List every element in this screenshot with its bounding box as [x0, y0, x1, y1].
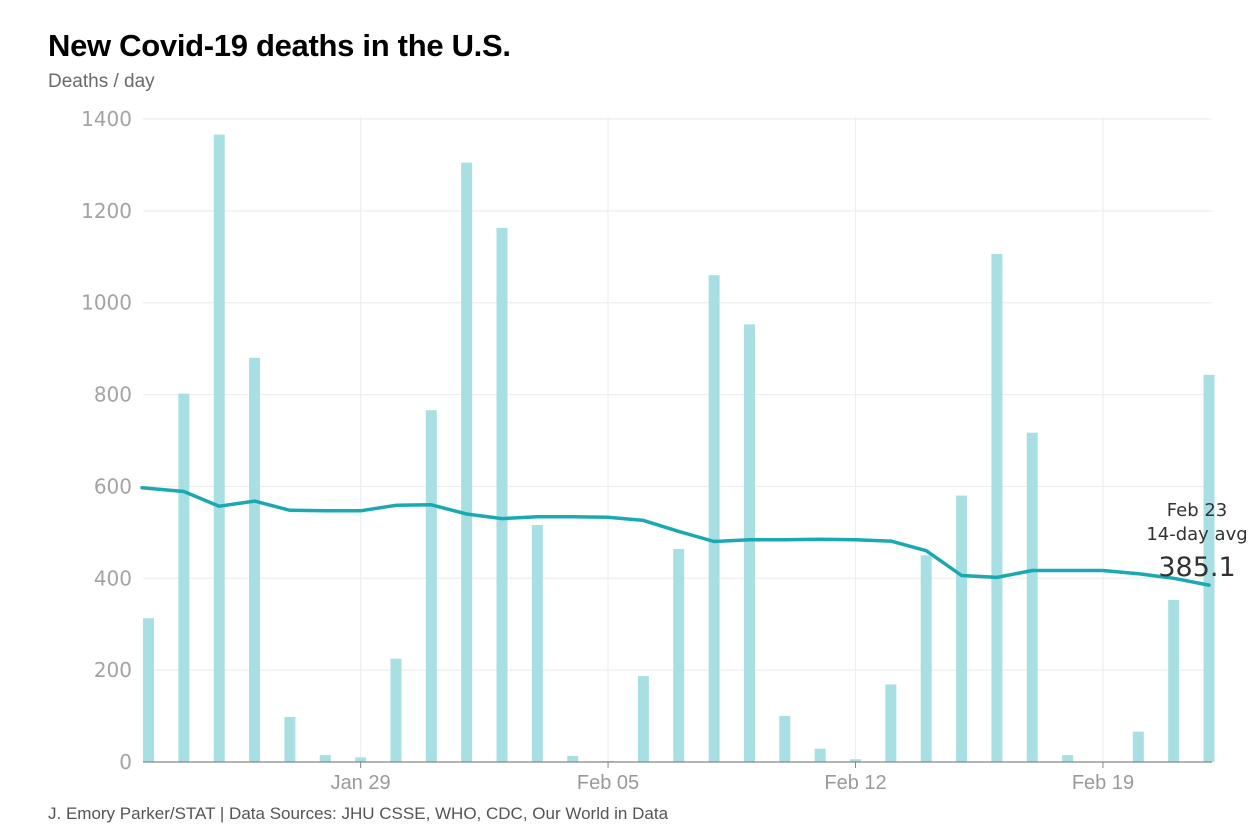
bar	[850, 759, 861, 762]
x-axis: Jan 29 Feb 05 Feb 12 Feb 19	[331, 762, 1134, 794]
bar	[355, 757, 367, 762]
y-tick-label: 0	[119, 750, 132, 774]
bar	[743, 324, 755, 762]
x-tick-label: Feb 12	[824, 772, 886, 794]
bar	[814, 748, 826, 762]
bar	[567, 756, 579, 762]
annotation-label: 14-day avg	[1146, 524, 1247, 545]
bar	[1203, 374, 1215, 762]
bar-series	[143, 134, 1215, 762]
avg-line	[140, 486, 1211, 587]
y-tick-label: 1200	[81, 199, 132, 223]
annotation: Feb 23 14-day avg 385.1	[1146, 500, 1247, 583]
bar	[249, 357, 261, 762]
bar	[920, 555, 932, 762]
bar	[390, 658, 402, 762]
y-tick-label: 200	[94, 658, 132, 682]
annotation-date: Feb 23	[1167, 500, 1228, 521]
y-tick-label: 600	[94, 474, 132, 498]
bar	[1062, 755, 1074, 762]
bar	[531, 525, 543, 762]
y-tick-label: 1000	[81, 291, 132, 315]
bar	[885, 684, 897, 762]
bar	[425, 410, 437, 762]
x-tick-label: Feb 19	[1072, 772, 1134, 794]
bar	[496, 227, 508, 762]
bar	[178, 393, 190, 762]
bar	[143, 618, 154, 762]
chart-subtitle: Deaths / day	[48, 71, 155, 92]
bar	[991, 254, 1003, 762]
y-tick-label: 800	[94, 383, 132, 407]
bar	[708, 275, 720, 762]
source-credit: J. Emory Parker/STAT | Data Sources: JHU…	[48, 804, 669, 823]
bar	[1026, 432, 1038, 762]
bar	[673, 548, 685, 762]
bar	[213, 134, 225, 762]
bar	[779, 716, 791, 762]
bar	[637, 676, 649, 762]
bar	[319, 755, 331, 762]
bar	[956, 495, 968, 762]
chart-title: New Covid-19 deaths in the U.S.	[48, 28, 511, 63]
y-axis: 0 200 400 600 800 1000 1200 1400	[81, 107, 132, 774]
annotation-value: 385.1	[1158, 552, 1235, 583]
bar	[284, 716, 296, 762]
bar	[1168, 599, 1180, 762]
x-tick-label: Jan 29	[331, 772, 391, 794]
bar	[1132, 731, 1144, 762]
y-tick-label: 1400	[81, 107, 132, 131]
bar	[461, 162, 473, 762]
y-tick-label: 400	[94, 566, 132, 590]
x-tick-label: Feb 05	[577, 772, 639, 794]
